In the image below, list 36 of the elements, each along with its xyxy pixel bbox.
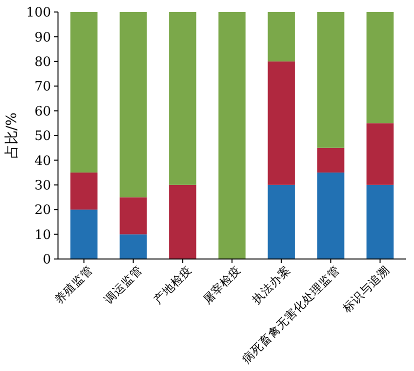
- bar: [120, 234, 147, 259]
- bar: [268, 184, 295, 259]
- bar: [268, 61, 295, 185]
- bar: [366, 12, 394, 124]
- y-tick-label: 40: [34, 154, 51, 169]
- y-tick-label: 100: [26, 6, 51, 21]
- y-tick-label: 60: [34, 104, 51, 120]
- y-tick-label: 50: [34, 129, 51, 144]
- x-tick-label: 标识与追溯: [338, 262, 392, 316]
- bar: [366, 123, 394, 185]
- bar: [70, 210, 98, 259]
- y-tick-label: 30: [34, 178, 51, 194]
- y-axis-title: 占比/%: [4, 112, 20, 159]
- y-tick-label: 80: [34, 54, 51, 70]
- bar: [317, 12, 344, 148]
- x-tick-label: 调运监管: [101, 262, 146, 307]
- bar: [317, 172, 344, 259]
- x-tick-label: 屠宰检疫: [200, 262, 244, 307]
- y-tick-label: 10: [34, 228, 51, 243]
- bar: [169, 184, 196, 259]
- y-tick-label: 70: [34, 80, 51, 95]
- bar: [366, 184, 394, 259]
- x-tick-label: 执法办案: [249, 262, 294, 307]
- bar: [120, 12, 147, 198]
- y-tick-label: 90: [34, 30, 51, 46]
- y-tick-label: 20: [34, 203, 51, 218]
- bar: [218, 12, 246, 259]
- bar: [268, 12, 295, 62]
- x-tick-label: 产地检疫: [150, 262, 194, 307]
- x-tick-label: 养殖监管: [52, 262, 96, 307]
- bar: [120, 197, 147, 234]
- bar: [169, 12, 196, 185]
- bar: [317, 148, 344, 173]
- y-tick-label: 0: [42, 252, 51, 268]
- bar: [70, 172, 98, 210]
- bar: [70, 12, 98, 173]
